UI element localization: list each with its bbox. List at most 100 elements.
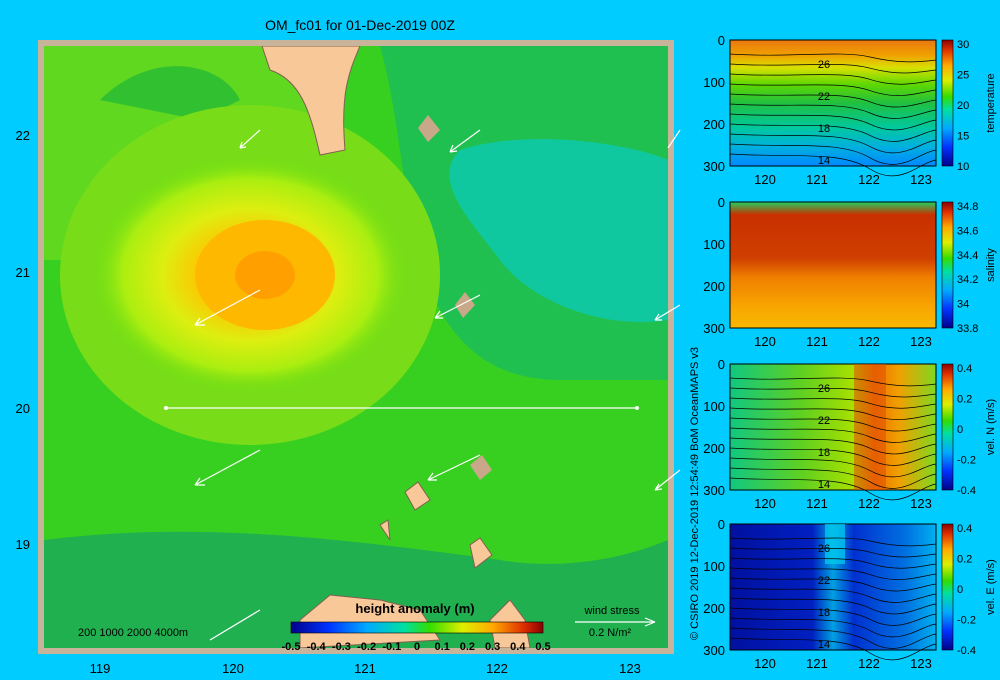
panel-y-tick: 300 [703,159,725,174]
isotherm-contour [729,467,937,489]
panel-colorbar-tick: 0 [957,584,963,596]
contour-label: 14 [818,155,830,167]
panel-colorbar-tick: 34.8 [957,201,978,213]
map-y-tick: 19 [16,537,30,552]
contour-label: 18 [818,123,830,135]
isotherm-contour [729,103,937,119]
isotherm-contour [729,637,937,661]
panel-colorbar-tick: -0.4 [957,485,976,497]
map-x-tick: 120 [222,661,244,676]
panel-colorbar-tick: 0.2 [957,394,972,406]
isotherm-contour [729,437,937,455]
panel-x-tick: 121 [806,496,828,511]
isotherm-contour [729,123,937,142]
panel-colorbar [941,523,954,651]
section-panel: 26 22 18 14 0.4 0.2 0 -0.2 -0.4 vel. E (m/s) 120 12… [703,517,997,671]
panel-variable-label: vel. N (m/s) [985,399,997,455]
map-x-tick: 122 [486,661,508,676]
map-y-tick: 20 [16,401,30,416]
contour-label: 18 [818,447,830,459]
panel-x-tick: 120 [754,496,776,511]
isotherm-contour [729,407,937,420]
panel-colorbar-tick: -0.2 [957,455,976,467]
panel-colorbar-tick: 15 [957,131,969,143]
isotherm-contour [729,397,937,409]
height-colorbar [290,621,544,634]
panel-y-tick: 100 [703,399,725,414]
panel-x-tick: 120 [754,334,776,349]
panel-colorbar [941,201,954,329]
panel-x-tick: 123 [910,172,932,187]
panel-colorbar-tick: 0.2 [957,554,972,566]
isotherm-contour [729,143,937,165]
panel-y-tick: 0 [718,517,725,532]
panel-x-tick: 122 [858,172,880,187]
isotherm-contour [729,477,937,501]
panel-x-tick: 120 [754,172,776,187]
panel-colorbar-tick: 34.2 [957,274,978,286]
panel-colorbar-tick: 0.4 [957,363,972,375]
panel-x-tick: 121 [806,656,828,671]
panel-colorbar-tick: 34.4 [957,250,978,262]
isotherm-contour [729,567,937,580]
contour-label: 26 [818,383,830,395]
panel-x-tick: 123 [910,334,932,349]
colorbar-tick-label: -0.5 [282,641,301,653]
isotherm-contour [729,617,937,638]
contour-label: 26 [818,59,830,71]
isotherm-contour [729,93,937,108]
colorbar-tick-label: 0.4 [510,641,526,653]
panel-y-tick: 200 [703,279,725,294]
map-x-tick: 121 [354,661,376,676]
panel-variable-label: temperature [985,73,997,132]
panel-y-tick: 200 [703,441,725,456]
section-panel: 26 22 18 14 0.4 0.2 0 -0.2 -0.4 vel. N (m/s) 120 12… [703,357,997,511]
isotherm-contour [729,457,937,478]
contour-label: 14 [818,479,830,491]
panel-y-tick: 200 [703,117,725,132]
isotherm-contour [729,113,937,131]
panel-x-tick: 122 [858,656,880,671]
panel-y-tick: 0 [718,357,725,372]
panel-colorbar [941,363,954,491]
section-line [164,406,639,410]
wind-legend-label: wind stress [583,605,640,617]
colorbar-tick-label: 0.1 [435,641,450,653]
isotherm-contour [729,547,937,558]
panel-x-tick: 123 [910,496,932,511]
map-y-axis: 22 21 20 19 [16,128,30,552]
isotherm-contour [729,133,937,154]
isotherm-contour [729,597,937,615]
panel-y-tick: 300 [703,483,725,498]
colorbar-tick-label: 0.5 [535,641,550,653]
map-x-tick: 119 [90,661,111,676]
colorbar-tick-label: 0 [414,641,420,653]
section-panel-field [729,201,937,329]
colorbar-tick-label: -0.1 [382,641,401,653]
section-panels: 26 22 18 14 30 25 20 15 10 temperature 120 121 122 12… [703,33,997,671]
colorbar-tick-label: -0.2 [357,641,376,653]
contour-label: 14 [818,639,830,651]
panel-colorbar-tick: -0.4 [957,645,976,657]
panel-y-tick: 0 [718,33,725,48]
panel-x-tick: 123 [910,656,932,671]
isotherm-contour [729,73,937,85]
panel-colorbar-tick: 25 [957,70,969,82]
panel-colorbar-tick: 34.6 [957,225,978,237]
contour-label: 26 [818,543,830,555]
panel-colorbar [941,39,954,167]
panel-y-tick: 200 [703,601,725,616]
isotherm-contour [729,83,937,96]
credit-text: © CSIRO 2019 12-Dec-2019 12:54:49 BoM Oc… [689,347,701,640]
panel-x-tick: 120 [754,656,776,671]
map-x-tick: 123 [619,661,641,676]
colorbar-tick-label: 0.2 [460,641,475,653]
panel-colorbar-tick: 34 [957,299,969,311]
panel-y-tick: 100 [703,237,725,252]
isotherm-contour [729,447,937,466]
northward-current-core [854,364,886,490]
panel-variable-label: salinity [985,248,997,282]
contour-label: 22 [818,91,830,103]
isotherm-contour [729,577,937,592]
